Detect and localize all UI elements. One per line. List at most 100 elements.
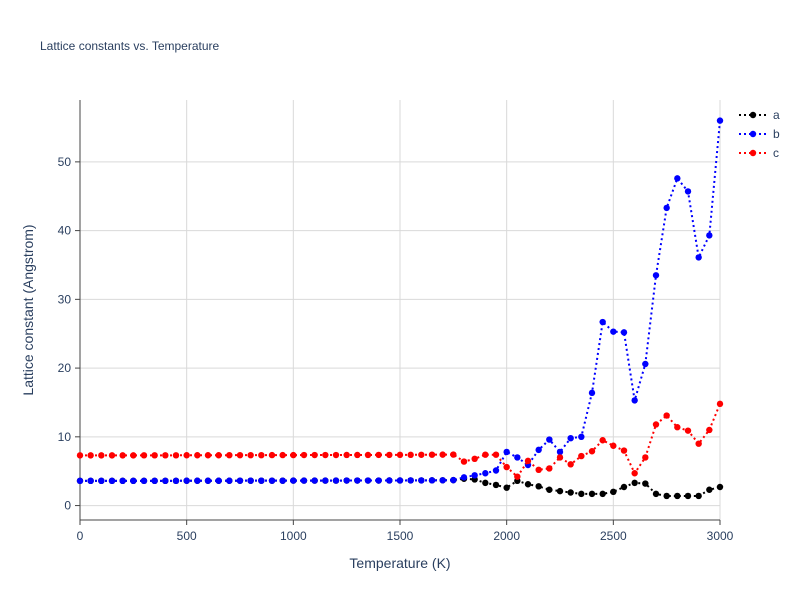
data-point-c[interactable] xyxy=(215,452,222,459)
data-point-b[interactable] xyxy=(332,477,340,484)
data-point-c[interactable] xyxy=(76,452,84,459)
data-point-b[interactable] xyxy=(236,477,244,484)
data-point-c[interactable] xyxy=(130,452,137,459)
data-point-c[interactable] xyxy=(236,451,244,459)
data-point-c[interactable] xyxy=(460,458,468,465)
data-point-a[interactable] xyxy=(663,492,670,500)
data-point-b[interactable] xyxy=(87,477,94,485)
data-point-a[interactable] xyxy=(674,492,681,500)
data-point-c[interactable] xyxy=(482,451,489,458)
data-point-b[interactable] xyxy=(663,204,670,212)
data-point-c[interactable] xyxy=(87,452,94,459)
data-point-a[interactable] xyxy=(652,490,660,498)
data-point-c[interactable] xyxy=(194,452,201,459)
data-point-c[interactable] xyxy=(620,447,628,454)
data-point-c[interactable] xyxy=(439,451,446,458)
data-point-b[interactable] xyxy=(290,477,297,484)
data-point-b[interactable] xyxy=(364,477,372,484)
data-point-b[interactable] xyxy=(610,328,617,335)
legend-item-c[interactable]: c xyxy=(739,146,779,160)
data-point-b[interactable] xyxy=(386,477,393,484)
data-point-c[interactable] xyxy=(663,412,670,419)
data-point-c[interactable] xyxy=(151,452,158,459)
data-point-c[interactable] xyxy=(567,461,574,468)
data-point-b[interactable] xyxy=(588,389,596,397)
data-point-c[interactable] xyxy=(140,452,148,459)
data-point-c[interactable] xyxy=(642,454,649,461)
data-point-a[interactable] xyxy=(556,487,564,495)
legend[interactable]: abc xyxy=(739,108,780,160)
data-point-c[interactable] xyxy=(631,470,638,477)
data-point-b[interactable] xyxy=(471,472,478,479)
data-point-a[interactable] xyxy=(546,486,553,493)
data-point-b[interactable] xyxy=(300,477,308,484)
data-point-c[interactable] xyxy=(684,427,692,434)
data-point-c[interactable] xyxy=(407,451,414,459)
data-point-b[interactable] xyxy=(375,477,382,484)
data-point-c[interactable] xyxy=(247,451,254,459)
data-point-a[interactable] xyxy=(524,481,532,488)
data-point-a[interactable] xyxy=(631,479,638,487)
data-point-c[interactable] xyxy=(364,451,372,459)
data-point-b[interactable] xyxy=(514,454,521,461)
data-point-c[interactable] xyxy=(599,437,606,444)
data-point-c[interactable] xyxy=(204,452,212,459)
data-point-b[interactable] xyxy=(279,477,286,484)
data-point-b[interactable] xyxy=(460,474,468,481)
data-point-b[interactable] xyxy=(503,448,510,456)
data-point-a[interactable] xyxy=(503,484,510,491)
data-point-b[interactable] xyxy=(98,477,105,485)
data-point-b[interactable] xyxy=(343,477,350,484)
data-point-b[interactable] xyxy=(535,446,542,454)
data-point-c[interactable] xyxy=(108,452,116,459)
data-point-a[interactable] xyxy=(610,488,617,496)
data-point-b[interactable] xyxy=(130,477,137,485)
data-point-b[interactable] xyxy=(652,272,660,279)
data-point-b[interactable] xyxy=(172,477,180,485)
data-point-b[interactable] xyxy=(322,477,329,484)
data-point-c[interactable] xyxy=(119,452,126,459)
data-point-a[interactable] xyxy=(588,490,596,498)
legend-item-b[interactable]: b xyxy=(739,127,780,141)
data-point-b[interactable] xyxy=(162,477,169,485)
data-point-c[interactable] xyxy=(610,442,617,449)
data-point-a[interactable] xyxy=(642,480,649,487)
data-point-b[interactable] xyxy=(215,477,222,484)
data-point-b[interactable] xyxy=(716,117,724,124)
data-point-b[interactable] xyxy=(706,232,713,239)
data-point-a[interactable] xyxy=(482,479,489,487)
data-point-a[interactable] xyxy=(706,486,713,493)
data-point-c[interactable] xyxy=(503,463,510,471)
data-point-c[interactable] xyxy=(354,451,361,459)
data-point-c[interactable] xyxy=(524,457,532,465)
data-point-c[interactable] xyxy=(716,400,724,408)
data-point-c[interactable] xyxy=(556,454,564,461)
data-point-c[interactable] xyxy=(695,440,702,447)
data-point-b[interactable] xyxy=(642,360,649,368)
data-point-c[interactable] xyxy=(535,466,542,474)
data-point-a[interactable] xyxy=(535,483,542,490)
data-point-c[interactable] xyxy=(706,426,713,434)
data-point-b[interactable] xyxy=(492,467,500,474)
data-point-c[interactable] xyxy=(514,473,521,480)
data-point-b[interactable] xyxy=(631,397,638,404)
data-point-a[interactable] xyxy=(620,483,628,491)
data-point-b[interactable] xyxy=(546,436,553,443)
data-point-a[interactable] xyxy=(684,492,692,500)
data-point-c[interactable] xyxy=(268,451,276,459)
data-point-c[interactable] xyxy=(375,451,382,459)
data-point-b[interactable] xyxy=(578,433,585,441)
legend-item-a[interactable]: a xyxy=(739,108,780,122)
data-point-c[interactable] xyxy=(386,451,393,459)
data-point-b[interactable] xyxy=(140,477,148,485)
data-point-c[interactable] xyxy=(226,451,233,459)
data-point-b[interactable] xyxy=(428,477,436,484)
data-point-c[interactable] xyxy=(450,451,457,458)
data-point-b[interactable] xyxy=(258,477,265,484)
data-point-c[interactable] xyxy=(162,452,169,459)
data-point-c[interactable] xyxy=(428,451,436,458)
data-point-b[interactable] xyxy=(247,477,254,484)
data-point-b[interactable] xyxy=(108,477,116,485)
data-point-b[interactable] xyxy=(119,477,126,485)
data-point-a[interactable] xyxy=(578,490,585,498)
